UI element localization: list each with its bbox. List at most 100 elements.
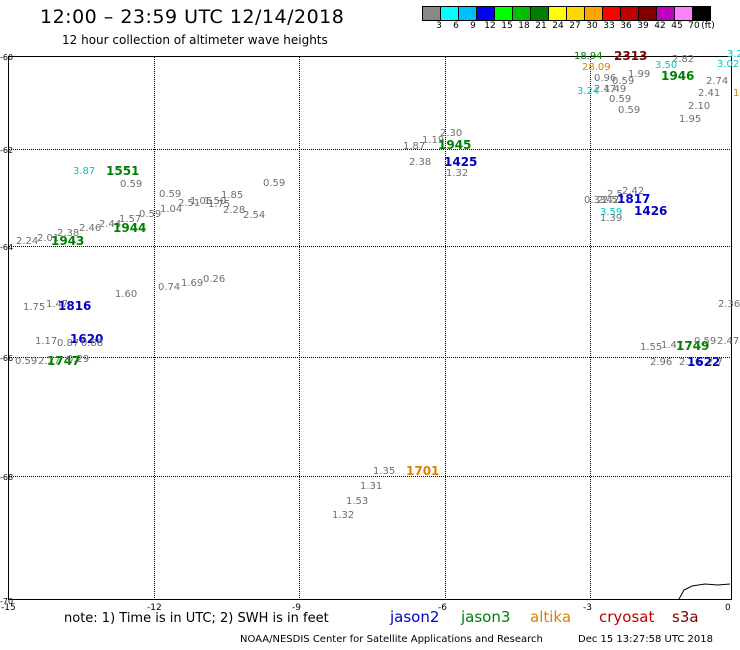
wave-height-value: 1.50 [204, 196, 227, 207]
pass-time-label: 2313 [614, 49, 648, 63]
x-tick-label: -6 [438, 603, 447, 613]
mission-label-jason3: jason3 [461, 608, 511, 626]
y-tick-label: -70 [0, 597, 14, 606]
wave-height-value: 2.30 [440, 128, 463, 139]
y-tick-label: -66 [0, 354, 14, 363]
wave-height-value: 3.24 [577, 86, 600, 97]
legend-label: 39 [637, 21, 649, 31]
legend-label: 15 [501, 21, 513, 31]
wave-height-value: 1.55 [640, 342, 663, 353]
wave-height-value: 0.59 [120, 179, 143, 190]
wave-height-value: 1.04 [160, 204, 183, 215]
wave-height-value: 2.46 [79, 223, 102, 234]
wave-height-value: 1.17 [35, 336, 58, 347]
wave-height-value: 0.88 [81, 338, 104, 349]
legend-label: 42 [654, 21, 666, 31]
wave-height-value: 1.69 [181, 278, 204, 289]
wave-height-value: 0.96 [594, 73, 617, 84]
pass-time-label: 1944 [113, 221, 147, 235]
y-tick-label: -68 [0, 473, 14, 482]
wave-height-value: 0.59 [609, 94, 632, 105]
wave-height-value: 1 [733, 88, 740, 99]
wave-height-value: 1.47 [661, 340, 684, 351]
wave-height-value: 3.2 [727, 49, 740, 60]
wave-height-value: 3.87 [73, 166, 96, 177]
pass-time-label: 1816 [58, 299, 92, 313]
map-subtitle: 12 hour collection of altimeter wave hei… [62, 33, 328, 47]
wave-height-value: 1.35 [373, 466, 396, 477]
wave-height-value: 0.59 [618, 105, 641, 116]
wave-height-value: 1.87 [403, 141, 426, 152]
longitude-gridline [445, 56, 446, 600]
wave-height-value: 2.54 [243, 210, 266, 221]
pass-time-label: 1749 [676, 339, 710, 353]
pass-time-label: 1946 [661, 69, 695, 83]
wave-height-value: 1.57 [119, 214, 142, 225]
wave-height-value: 2.28 [223, 205, 246, 216]
wave-height-value: 2.24 [16, 236, 39, 247]
x-tick-label: -3 [583, 603, 592, 613]
wave-height-value: 0.59 [139, 209, 162, 220]
wave-height-value: 1.95 [679, 114, 702, 125]
wave-height-value: 0.59 [263, 178, 286, 189]
wave-height-value: 2.47 [594, 84, 617, 95]
wave-height-value: 2.82 [672, 54, 695, 65]
y-tick-label: -60 [0, 53, 14, 62]
wave-height-value: 2.96 [650, 357, 673, 368]
wave-height-value: 2.42 [597, 195, 620, 206]
x-tick-label: -15 [1, 603, 16, 613]
wave-height-value: 2.41 [698, 88, 721, 99]
wave-height-value: 0.29 [67, 354, 90, 365]
latitude-gridline [8, 246, 732, 247]
wave-height-value: 0.33 [584, 195, 607, 206]
wave-height-value: 1.99 [628, 69, 651, 80]
x-tick-label: 0 [725, 603, 731, 613]
x-tick-label: -12 [147, 603, 162, 613]
wave-height-value: 0.59 [159, 189, 182, 200]
pass-time-label: 1943 [51, 234, 85, 248]
color-legend [422, 6, 711, 21]
wave-height-value: 0.59 [694, 336, 717, 347]
pass-time-label: 1425 [444, 155, 478, 169]
mission-label-s3a: s3a [672, 608, 699, 626]
mission-label-altika: altika [530, 608, 572, 626]
legend-label: 36 [620, 21, 632, 31]
y-tick-label: -62 [0, 146, 14, 155]
wave-height-value: 1.85 [221, 190, 244, 201]
wave-height-value: 2.38 [409, 157, 432, 168]
wave-height-value: 1.47 [46, 299, 69, 310]
wave-height-value: 3.50 [655, 60, 678, 71]
legend-label: 70 [688, 21, 700, 31]
wave-height-value: 2.74 [706, 76, 729, 87]
y-tick-label: -64 [0, 243, 14, 252]
wave-height-value: 0.26 [203, 274, 226, 285]
x-tick-label: -9 [292, 603, 301, 613]
wave-height-value: 1.39 [600, 213, 623, 224]
wave-height-value: 1.75 [208, 199, 231, 210]
pass-time-label: 1747 [47, 354, 81, 368]
wave-height-value: 1.53 [346, 496, 369, 507]
plot-frame [8, 56, 732, 600]
wave-height-value: 2.42 [622, 186, 645, 197]
wave-height-value: 2.38 [57, 228, 80, 239]
wave-height-value: 2.01 [37, 233, 60, 244]
wave-height-value: 1.49 [604, 84, 627, 95]
latitude-gridline [8, 476, 732, 477]
legend-label: 30 [586, 21, 598, 31]
latitude-gridline [8, 149, 732, 150]
credit-line: NOAA/NESDIS Center for Satellite Applica… [240, 634, 543, 645]
legend-label: 33 [603, 21, 615, 31]
legend-label: 45 [671, 21, 683, 31]
wave-height-value: 2.51 [178, 198, 201, 209]
wave-height-value: 2.5 [607, 189, 623, 200]
longitude-gridline [590, 56, 591, 600]
generated-timestamp: Dec 15 13:27:58 UTC 2018 [578, 634, 713, 645]
wave-height-value: 0.74 [158, 282, 181, 293]
pass-time-label: 1551 [106, 164, 140, 178]
wave-height-value: 1.06 [190, 196, 213, 207]
wave-height-value: 2.44 [99, 219, 122, 230]
wave-height-value: 1.31 [360, 481, 383, 492]
pass-time-label: 1622 [687, 355, 721, 369]
